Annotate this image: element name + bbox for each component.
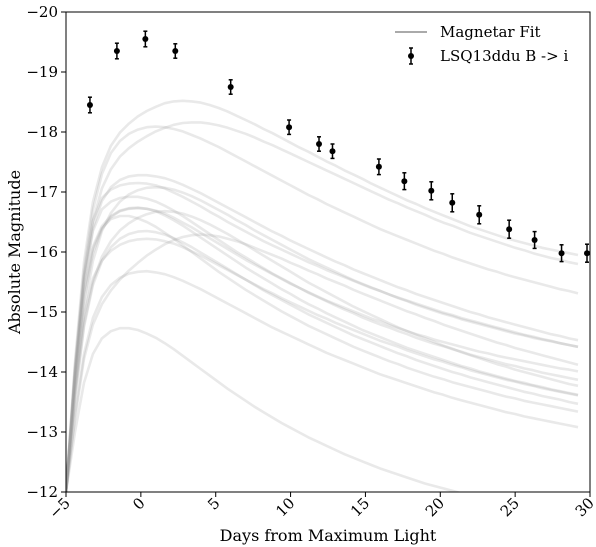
data-point	[476, 205, 483, 225]
x-tick-label: 30	[572, 494, 596, 520]
legend: Magnetar Fit LSQ13ddu B -> i	[395, 23, 568, 65]
x-tick-label: 20	[422, 494, 448, 520]
y-tick-label: −20	[26, 3, 58, 21]
data-point	[113, 42, 120, 60]
data-point	[584, 243, 591, 263]
y-tick-label: −14	[26, 363, 58, 381]
fit-curve-6	[66, 233, 579, 492]
legend-label-lsq13ddu: LSQ13ddu B -> i	[440, 47, 568, 65]
x-tick-label: 10	[272, 494, 298, 520]
observed-points	[86, 30, 591, 263]
legend-point-swatch	[408, 47, 414, 65]
y-tick-label: −15	[26, 303, 58, 321]
fit-curve-9	[66, 209, 579, 492]
data-point	[531, 230, 538, 250]
fit-curve-3	[66, 195, 579, 492]
fit-curve-8	[66, 173, 579, 492]
magnetar-fit-curves	[66, 99, 579, 492]
data-point	[142, 30, 149, 48]
fit-curve-1	[66, 121, 579, 492]
fit-curve-2	[66, 181, 579, 492]
fit-curve-14	[66, 125, 579, 492]
data-point	[375, 158, 382, 176]
fit-curve-7	[66, 206, 579, 492]
y-tick-label: −17	[26, 183, 58, 201]
fit-curve-13	[66, 326, 462, 492]
data-point	[316, 136, 323, 152]
x-tick-label: 15	[347, 494, 373, 520]
fit-curve-15	[66, 185, 579, 492]
x-tick-label: 0	[129, 494, 148, 513]
y-tick-label: −12	[26, 483, 58, 501]
data-point	[286, 119, 293, 136]
data-point	[401, 172, 408, 191]
fit-curve-0	[66, 99, 579, 492]
data-point	[506, 219, 513, 239]
fit-curve-12	[66, 269, 579, 492]
fit-curve-10	[66, 214, 579, 492]
y-axis-label: Absolute Magnitude	[5, 170, 24, 335]
data-point	[558, 244, 565, 263]
legend-label-magnetar: Magnetar Fit	[440, 23, 541, 41]
data-point	[172, 43, 179, 59]
data-point	[86, 96, 93, 114]
x-axis-label: Days from Maximum Light	[220, 526, 437, 545]
data-point	[428, 181, 435, 201]
x-tick-label: 5	[204, 494, 223, 513]
fit-curve-11	[66, 229, 579, 492]
fit-curve-5	[66, 237, 579, 492]
y-tick-label: −16	[26, 243, 58, 261]
x-tick-label: 25	[497, 494, 523, 520]
plot-frame	[65, 11, 591, 493]
data-point	[329, 143, 336, 160]
data-point	[449, 193, 456, 213]
y-tick-label: −13	[26, 423, 58, 441]
y-tick-label: −19	[26, 63, 58, 81]
data-point	[227, 79, 234, 95]
y-tick-label: −18	[26, 123, 58, 141]
fit-curve-4	[66, 206, 579, 492]
